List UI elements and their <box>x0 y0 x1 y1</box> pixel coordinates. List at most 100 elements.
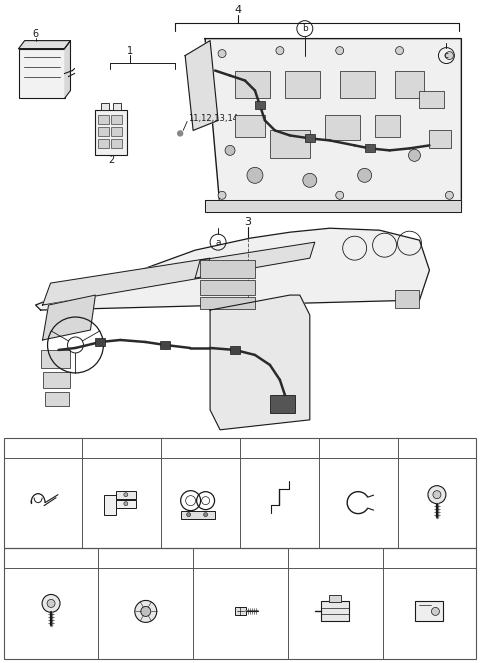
FancyBboxPatch shape <box>96 338 106 346</box>
FancyBboxPatch shape <box>160 341 170 349</box>
Circle shape <box>276 46 284 54</box>
Circle shape <box>141 607 151 617</box>
Polygon shape <box>185 40 218 131</box>
Text: 8: 8 <box>197 443 204 453</box>
FancyBboxPatch shape <box>270 395 295 413</box>
Text: 16: 16 <box>25 552 39 562</box>
FancyBboxPatch shape <box>98 115 109 125</box>
FancyBboxPatch shape <box>395 290 420 308</box>
Polygon shape <box>205 200 461 212</box>
FancyBboxPatch shape <box>98 127 109 137</box>
Text: a: a <box>216 238 221 247</box>
FancyBboxPatch shape <box>255 101 265 109</box>
Polygon shape <box>195 242 315 278</box>
FancyBboxPatch shape <box>305 135 315 143</box>
Polygon shape <box>210 295 310 430</box>
FancyBboxPatch shape <box>430 131 451 149</box>
FancyBboxPatch shape <box>321 601 349 621</box>
FancyBboxPatch shape <box>19 48 64 99</box>
Circle shape <box>218 192 226 200</box>
Circle shape <box>178 131 183 136</box>
Text: 3: 3 <box>244 217 252 227</box>
FancyBboxPatch shape <box>43 372 71 388</box>
Circle shape <box>433 491 441 499</box>
Circle shape <box>336 46 344 54</box>
FancyBboxPatch shape <box>45 392 70 406</box>
Text: 6: 6 <box>33 29 39 38</box>
FancyBboxPatch shape <box>416 601 444 621</box>
Text: 18: 18 <box>234 552 247 562</box>
Circle shape <box>303 173 317 188</box>
Text: 17: 17 <box>139 552 152 562</box>
FancyBboxPatch shape <box>96 111 127 155</box>
FancyBboxPatch shape <box>235 115 265 137</box>
Circle shape <box>47 599 55 607</box>
Circle shape <box>42 595 60 613</box>
Polygon shape <box>64 40 71 99</box>
Polygon shape <box>43 258 210 305</box>
Text: b: b <box>403 444 408 452</box>
FancyBboxPatch shape <box>270 131 310 158</box>
Circle shape <box>124 502 128 506</box>
FancyBboxPatch shape <box>111 139 122 149</box>
FancyBboxPatch shape <box>235 607 247 615</box>
Circle shape <box>135 601 157 623</box>
Polygon shape <box>205 38 461 208</box>
Circle shape <box>428 486 446 504</box>
FancyBboxPatch shape <box>235 70 270 99</box>
Circle shape <box>218 50 226 58</box>
FancyBboxPatch shape <box>200 260 255 278</box>
FancyBboxPatch shape <box>113 103 121 111</box>
Circle shape <box>204 512 207 516</box>
Text: 15: 15 <box>418 443 431 453</box>
Text: 19: 19 <box>310 552 323 562</box>
FancyBboxPatch shape <box>116 500 136 508</box>
Text: a: a <box>295 553 300 562</box>
FancyBboxPatch shape <box>325 115 360 141</box>
FancyBboxPatch shape <box>200 297 255 309</box>
Circle shape <box>124 493 128 497</box>
Text: 11,12,13,14: 11,12,13,14 <box>188 114 238 123</box>
Circle shape <box>247 167 263 183</box>
Polygon shape <box>36 228 430 310</box>
Text: 2: 2 <box>108 155 115 165</box>
Text: 10: 10 <box>351 443 365 453</box>
FancyBboxPatch shape <box>4 438 476 659</box>
Text: 20: 20 <box>423 552 436 562</box>
Circle shape <box>396 46 404 54</box>
FancyBboxPatch shape <box>420 91 444 109</box>
Polygon shape <box>19 40 71 48</box>
Text: b: b <box>302 24 308 33</box>
Polygon shape <box>43 295 96 340</box>
Text: 1: 1 <box>127 46 133 56</box>
Text: c: c <box>444 51 449 60</box>
Circle shape <box>187 512 191 516</box>
FancyBboxPatch shape <box>101 103 109 111</box>
Text: 7: 7 <box>119 443 125 453</box>
FancyBboxPatch shape <box>200 280 255 295</box>
FancyBboxPatch shape <box>329 595 341 603</box>
Text: c: c <box>12 553 16 562</box>
FancyBboxPatch shape <box>111 115 122 125</box>
FancyBboxPatch shape <box>98 139 109 149</box>
Text: 4: 4 <box>234 5 241 15</box>
FancyBboxPatch shape <box>374 115 399 137</box>
FancyBboxPatch shape <box>104 495 116 514</box>
Circle shape <box>225 145 235 155</box>
FancyBboxPatch shape <box>365 145 374 152</box>
FancyBboxPatch shape <box>340 70 374 99</box>
FancyBboxPatch shape <box>230 346 240 354</box>
Circle shape <box>408 149 420 161</box>
FancyBboxPatch shape <box>116 491 136 499</box>
Circle shape <box>358 168 372 182</box>
Text: 5: 5 <box>40 443 47 453</box>
Circle shape <box>445 192 454 200</box>
FancyBboxPatch shape <box>111 127 122 137</box>
Text: 9: 9 <box>276 443 283 453</box>
Circle shape <box>336 192 344 200</box>
FancyBboxPatch shape <box>41 350 71 368</box>
FancyBboxPatch shape <box>180 511 215 518</box>
Circle shape <box>445 52 454 60</box>
Circle shape <box>432 607 439 615</box>
FancyBboxPatch shape <box>395 70 424 99</box>
